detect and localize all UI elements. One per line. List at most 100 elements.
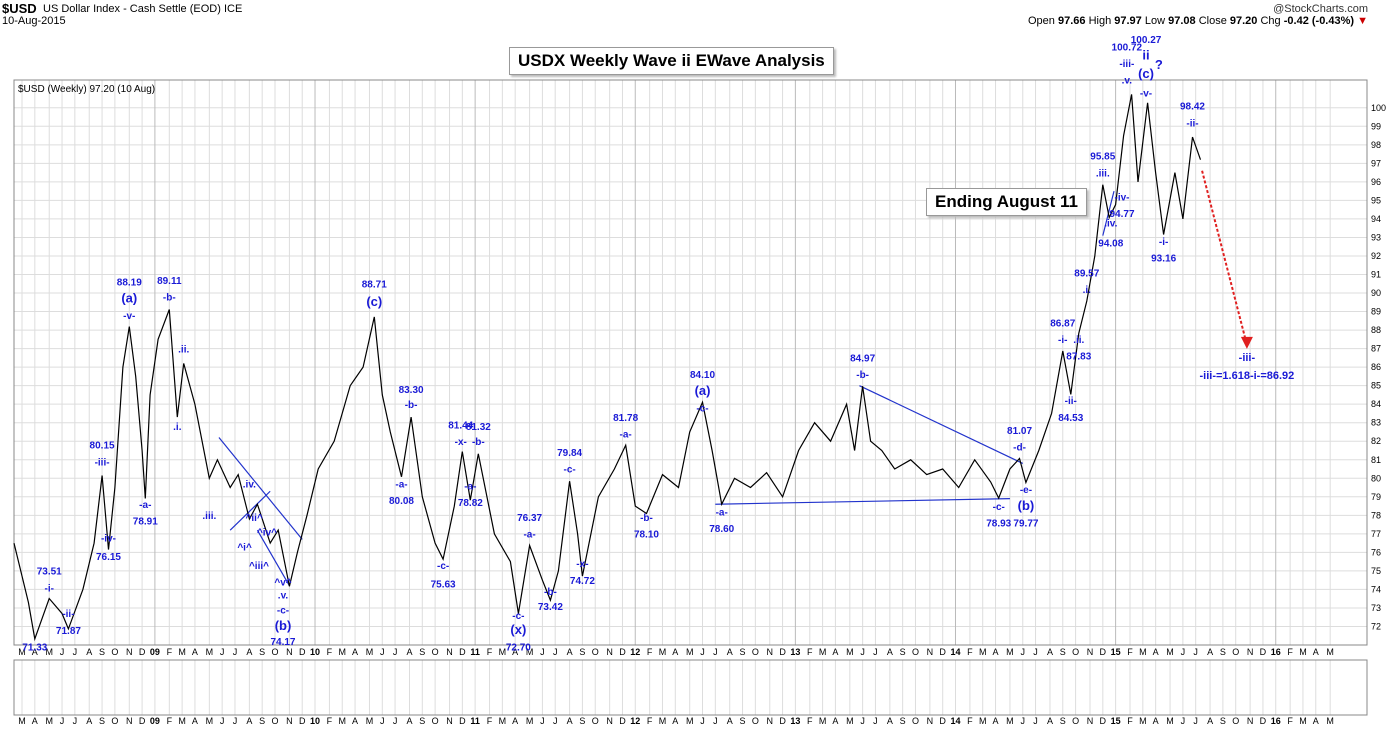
- ohlc-bar: Open 97.66 High 97.97 Low 97.08 Close 97…: [1028, 15, 1368, 27]
- wave-label: 74.72: [570, 576, 595, 587]
- x-tick-label: J: [540, 716, 545, 726]
- brand[interactable]: @StockCharts.com: [1273, 3, 1368, 15]
- chart-legend: $USD (Weekly) 97.20 (10 Aug): [18, 84, 155, 95]
- wave-annotations: 73.51 -i- 71.33 -ii- 71.87 80.15 -iii- -iv- 76.1…: [22, 35, 1205, 654]
- x-tick-label: J: [860, 716, 865, 726]
- wave-label: ^i^: [237, 543, 252, 554]
- x-tick-label: S: [1060, 716, 1066, 726]
- trendlines: [218, 191, 1115, 587]
- x-tick-label: M: [178, 716, 186, 726]
- x-tick-label: M: [819, 716, 827, 726]
- x-tick-label: S: [419, 716, 425, 726]
- wave-label: 71.33: [22, 643, 47, 654]
- wave-label: 73.51: [37, 567, 62, 578]
- x-tick-label: N: [767, 647, 774, 657]
- wave-label: 94.77: [1110, 209, 1135, 220]
- x-tick-label: M: [1326, 716, 1334, 726]
- x-tick-label: M: [1139, 647, 1147, 657]
- x-tick-label: M: [206, 716, 214, 726]
- x-tick-label: O: [752, 647, 759, 657]
- trendline: [715, 498, 1010, 505]
- x-tick-label: M: [819, 647, 827, 657]
- wave-label: 81.07: [1007, 426, 1032, 437]
- wave-label: 78.82: [458, 498, 483, 509]
- x-tick-label: M: [45, 716, 53, 726]
- x-tick-label: M: [178, 647, 186, 657]
- x-tick-label: D: [459, 716, 466, 726]
- x-tick-label: N: [446, 647, 453, 657]
- x-tick-label: J: [713, 647, 718, 657]
- x-tick-label: M: [45, 647, 53, 657]
- x-tick-label: A: [86, 716, 92, 726]
- x-tick-label: F: [967, 647, 973, 657]
- x-tick-label: 13: [790, 647, 800, 657]
- x-tick-label: A: [246, 716, 252, 726]
- wave-label: 78.10: [634, 530, 659, 541]
- x-tick-label: M: [499, 647, 507, 657]
- x-tick-label: M: [1166, 647, 1174, 657]
- x-tick-label: O: [1072, 647, 1079, 657]
- x-tick-label: N: [606, 716, 613, 726]
- x-tick-label: A: [1047, 716, 1053, 726]
- x-tick-label: A: [86, 647, 92, 657]
- x-tick-label: F: [1127, 716, 1133, 726]
- wave-label: -b-: [163, 292, 176, 303]
- wave-label: 87.83: [1066, 352, 1091, 363]
- wave-label: -iii-: [1119, 59, 1134, 70]
- x-tick-label: 09: [150, 647, 160, 657]
- wave-label: ^ii^: [246, 513, 263, 524]
- x-tick-label: D: [939, 647, 946, 657]
- index-name: US Dollar Index - Cash Settle (EOD): [43, 3, 221, 15]
- wave-label: 74.17: [270, 637, 295, 648]
- wave-label: 81.32: [466, 422, 491, 433]
- x-tick-label: F: [167, 647, 173, 657]
- x-tick-label: O: [111, 716, 118, 726]
- x-tick-label: F: [1287, 716, 1293, 726]
- exchange: ICE: [223, 3, 243, 15]
- projection-label: -iii-: [1239, 352, 1256, 364]
- x-tick-label: J: [1020, 716, 1025, 726]
- y-axis: 72 73 74 75 76 77 78 79 80 81 82 83 84 85 86 87 88 89 90 91…: [1371, 103, 1386, 632]
- wave-label: .ii.: [1073, 335, 1084, 346]
- grid: [14, 80, 1367, 715]
- wave-label: (c): [366, 294, 382, 309]
- y-tick-label: 78: [1371, 510, 1381, 520]
- x-tick-label: A: [1207, 716, 1213, 726]
- wave-label: ^iii^: [249, 561, 269, 572]
- x-tick-label: A: [352, 716, 358, 726]
- wave-label: -d-: [1013, 442, 1026, 453]
- wave-label: 98.42: [1180, 102, 1205, 113]
- y-tick-label: 82: [1371, 436, 1381, 446]
- wave-label: .ii.: [178, 344, 189, 355]
- y-tick-label: 95: [1371, 195, 1381, 205]
- x-tick-label: J: [380, 647, 385, 657]
- y-tick-label: 75: [1371, 566, 1381, 576]
- wave-label: 83.30: [399, 385, 424, 396]
- wave-label: 84.53: [1058, 413, 1083, 424]
- wave-label: -x-: [576, 559, 588, 570]
- wave-label: 76.37: [517, 513, 542, 524]
- wave-label: 73.42: [538, 602, 563, 613]
- x-tick-label: M: [366, 716, 374, 726]
- wave-label: 94.08: [1098, 239, 1123, 250]
- x-tick-label: O: [271, 716, 278, 726]
- x-tick-label: O: [912, 716, 919, 726]
- x-tick-label: A: [993, 647, 999, 657]
- x-tick-label: A: [887, 647, 893, 657]
- y-tick-label: 81: [1371, 455, 1381, 465]
- x-tick-label: A: [672, 716, 678, 726]
- x-tick-label: S: [740, 647, 746, 657]
- chg-value: -0.42 (-0.43%): [1283, 15, 1355, 27]
- y-tick-label: 89: [1371, 307, 1381, 317]
- x-tick-label: 12: [630, 716, 640, 726]
- high-value: 97.97: [1114, 15, 1142, 27]
- open-value: 97.66: [1057, 15, 1086, 27]
- x-tick-label: M: [1299, 716, 1307, 726]
- wave-label: .v.: [278, 591, 289, 602]
- x-tick-label: F: [327, 716, 333, 726]
- low-label: Low: [1144, 15, 1166, 27]
- wave-label: -b-: [544, 587, 557, 598]
- wave-label: -a-: [464, 481, 476, 492]
- x-tick-label: M: [499, 716, 507, 726]
